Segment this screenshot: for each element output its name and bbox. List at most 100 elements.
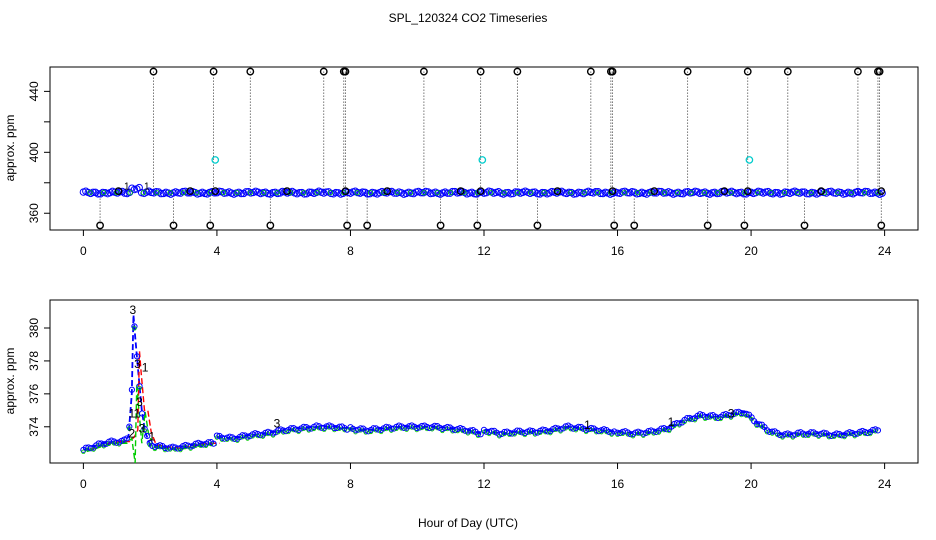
x-tick-label: 8 xyxy=(347,244,354,258)
data-point xyxy=(295,188,304,197)
y-tick-label: 360 xyxy=(27,203,41,223)
data-point xyxy=(237,189,245,198)
data-point xyxy=(269,188,277,197)
spike-marker-high xyxy=(783,67,792,76)
data-point xyxy=(477,431,484,438)
data-point-green xyxy=(178,447,183,453)
data-point-green xyxy=(127,426,132,431)
series-number-label: 1 xyxy=(668,415,675,429)
data-point xyxy=(363,190,372,198)
series-line-green xyxy=(86,383,217,464)
spike-marker-low xyxy=(169,221,178,230)
data-point-black xyxy=(383,187,392,196)
spike-marker-low xyxy=(610,221,619,230)
spike-marker-high xyxy=(420,67,428,76)
data-point-green xyxy=(808,190,814,196)
series-number-label: 1 xyxy=(133,407,140,421)
data-point-green xyxy=(682,419,687,425)
series-number-label: 1 xyxy=(128,407,135,421)
data-point xyxy=(528,188,537,197)
bottom-y-axis-label: approx. ppm xyxy=(3,348,17,415)
data-point xyxy=(89,188,97,197)
data-point xyxy=(352,427,359,434)
data-point xyxy=(357,425,364,432)
data-point-green xyxy=(314,190,320,196)
data-point-green xyxy=(630,433,636,439)
data-point-green xyxy=(621,190,627,196)
spike-marker-low xyxy=(703,221,712,230)
data-point xyxy=(771,188,780,197)
data-point-black xyxy=(456,187,465,196)
data-point-black xyxy=(211,187,220,196)
data-point-green xyxy=(114,190,120,196)
data-point xyxy=(640,430,647,437)
data-point xyxy=(475,430,482,437)
data-point xyxy=(390,189,398,197)
data-point xyxy=(511,188,520,196)
data-point xyxy=(395,422,403,429)
data-point xyxy=(128,386,135,393)
data-point xyxy=(226,433,233,440)
data-point-green xyxy=(514,190,520,196)
top-y-axis-label: approx. ppm xyxy=(3,115,17,182)
data-point-green xyxy=(656,430,661,435)
data-point xyxy=(686,189,695,197)
data-point xyxy=(743,410,750,417)
data-point xyxy=(431,422,438,429)
data-point-green xyxy=(421,190,427,196)
data-point xyxy=(313,422,320,429)
data-point-green xyxy=(842,434,847,440)
data-point-green xyxy=(142,428,147,434)
data-point-black xyxy=(553,187,562,196)
data-point-green xyxy=(407,190,414,196)
data-point xyxy=(659,189,668,197)
data-point-green xyxy=(594,190,601,196)
spike-marker-low xyxy=(96,221,104,230)
data-point xyxy=(215,187,224,196)
data-point xyxy=(538,188,546,197)
data-point-green xyxy=(768,190,774,196)
data-point xyxy=(426,424,433,432)
data-point-green xyxy=(701,190,707,196)
spike-marker-high xyxy=(319,67,328,76)
spike-marker-low xyxy=(533,221,542,230)
data-point xyxy=(108,437,115,444)
data-point-green xyxy=(835,190,841,196)
series-number-label: 3 xyxy=(129,303,136,317)
spike-marker-high xyxy=(149,67,158,76)
data-point-green xyxy=(100,190,107,196)
data-point xyxy=(470,189,478,198)
data-point xyxy=(596,189,605,198)
data-point-green xyxy=(861,190,868,196)
data-point-green xyxy=(501,190,507,196)
data-point-green xyxy=(528,190,534,196)
data-point-cyan xyxy=(478,156,487,164)
data-point-green xyxy=(715,190,721,196)
data-point xyxy=(157,189,165,198)
data-point xyxy=(874,427,882,434)
data-point xyxy=(99,188,107,197)
data-point xyxy=(803,189,811,198)
data-point-black xyxy=(608,187,617,196)
data-point xyxy=(856,188,865,197)
data-point-green xyxy=(568,190,574,196)
x-tick-label: 8 xyxy=(347,477,354,491)
data-point xyxy=(846,429,853,436)
spike-marker-high xyxy=(476,67,485,76)
data-point xyxy=(448,187,457,196)
data-point-green xyxy=(634,190,641,196)
data-point xyxy=(526,427,534,434)
data-point xyxy=(539,426,546,433)
data-point-green xyxy=(91,447,96,452)
data-point-green xyxy=(327,190,334,196)
data-point-green xyxy=(868,431,873,437)
data-point-green xyxy=(87,190,93,196)
data-point xyxy=(141,425,148,432)
y-tick-label: 440 xyxy=(27,81,41,101)
top-panel: approx. ppm 0 4 8 12 16 20 24 360 400 440 1 1 xyxy=(3,66,919,258)
data-point xyxy=(242,188,250,196)
data-point-green xyxy=(274,190,280,196)
data-point xyxy=(417,188,425,197)
x-tick-label: 0 xyxy=(80,244,87,258)
